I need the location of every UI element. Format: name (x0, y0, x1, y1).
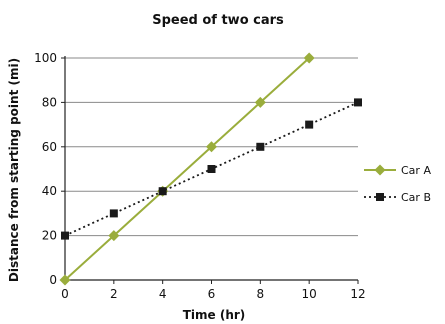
point-car-b-12 (354, 98, 362, 107)
legend: Car A Car B (364, 164, 431, 204)
y-tick-labels: 0 20 40 60 80 100 (34, 51, 57, 287)
y-axis-label: Distance from starting point (mi) (7, 58, 21, 282)
y-tick-label-20: 20 (42, 229, 57, 243)
x-tick-label-0: 0 (61, 287, 69, 301)
y-tick-label-0: 0 (49, 273, 57, 287)
y-tick-label-40: 40 (42, 184, 57, 198)
legend-marker-car-b (376, 193, 384, 201)
point-car-a-2 (108, 230, 120, 242)
x-tick-label-10: 10 (302, 287, 317, 301)
point-car-b-6 (207, 165, 216, 173)
point-car-b-2 (109, 209, 118, 218)
point-car-a-10 (303, 52, 315, 64)
y-tick-label-100: 100 (34, 51, 57, 65)
legend-label-car-a: Car A (401, 164, 431, 177)
point-car-b-8 (256, 142, 265, 151)
point-car-b-0 (61, 231, 69, 240)
x-tick-label-12: 12 (350, 287, 365, 301)
x-tick-label-6: 6 (208, 287, 216, 301)
point-car-a-0 (59, 274, 71, 286)
legend-marker-car-a (374, 164, 386, 176)
x-axis-label: Time (hr) (183, 308, 246, 322)
y-tick-label-60: 60 (42, 140, 57, 154)
legend-label-car-b: Car B (401, 191, 431, 204)
point-car-a-6 (206, 141, 217, 153)
x-tick-labels: 0 2 4 6 8 10 12 (61, 287, 365, 301)
point-car-b-4 (158, 187, 167, 196)
series-markers (59, 52, 362, 286)
x-tick-label-4: 4 (159, 287, 167, 301)
x-tick-label-8: 8 (257, 287, 265, 301)
chart-title: Speed of two cars (152, 13, 284, 28)
x-tick-label-2: 2 (110, 287, 118, 301)
y-tick-label-80: 80 (42, 95, 57, 109)
point-car-a-8 (254, 96, 266, 108)
point-car-b-10 (305, 120, 314, 129)
series-line-car-a (64, 57, 310, 281)
